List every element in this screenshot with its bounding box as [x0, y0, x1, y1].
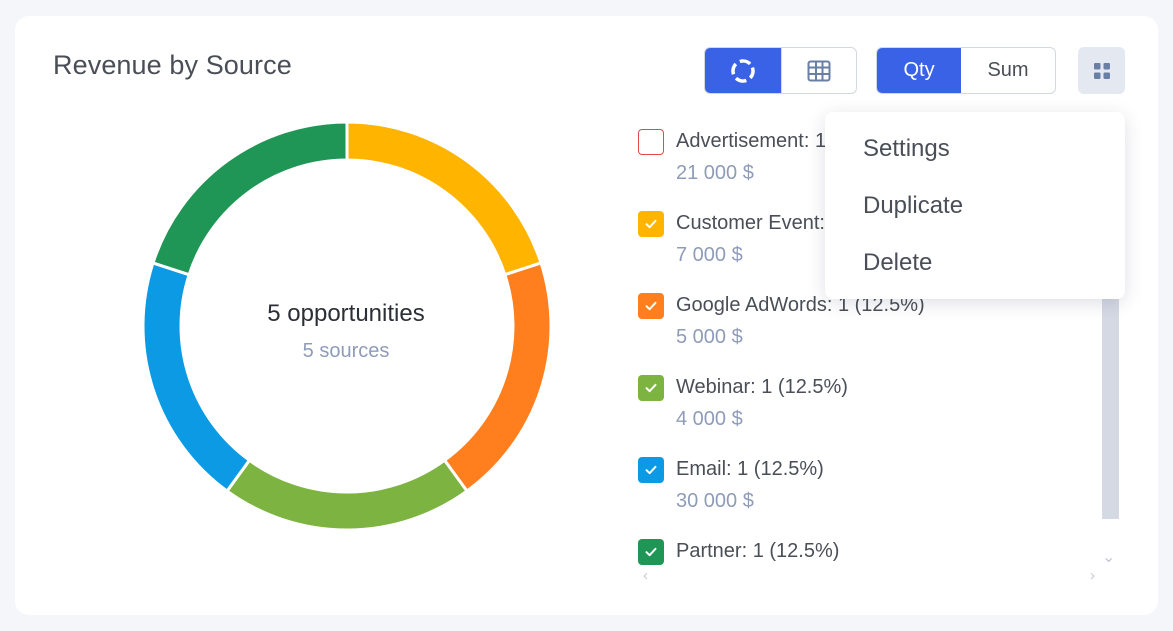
qty-button[interactable]: Qty [877, 48, 962, 93]
legend-item-value: 4 000 $ [676, 408, 743, 430]
widget-menu-button[interactable] [1078, 47, 1125, 94]
widget-title: Revenue by Source [53, 50, 292, 80]
donut-segment[interactable] [224, 458, 470, 532]
donut-chart [141, 120, 553, 532]
legend-scrollbar[interactable] [1102, 290, 1119, 519]
legend-item: Email: 1 (12.5%) 30 000 $ [638, 452, 1098, 524]
legend-item: Google AdWords: 1 (12.5%) 5 000 $ [638, 288, 1098, 360]
chart-view-button[interactable] [705, 48, 781, 93]
mode-toggle: Qty Sum [876, 47, 1056, 94]
legend-item: Webinar: 1 (12.5%) 4 000 $ [638, 370, 1098, 442]
table-view-button[interactable] [780, 48, 857, 93]
checkmark-icon [645, 301, 657, 311]
legend-item-label: Email: 1 (12.5%) [676, 458, 824, 480]
legend-checkbox[interactable] [638, 457, 664, 483]
legend-item-label: Webinar: 1 (12.5%) [676, 376, 848, 398]
chevron-right-icon[interactable]: › [1090, 567, 1095, 584]
donut-segment[interactable] [151, 120, 349, 277]
legend-item-value: 7 000 $ [676, 244, 743, 266]
donut-segment[interactable] [345, 120, 543, 277]
legend-item: Partner: 1 (12.5%) [638, 534, 1098, 568]
menu-item-delete[interactable]: Delete [863, 248, 933, 276]
grid-dots-icon [1093, 62, 1110, 79]
legend-item-value: 21 000 $ [676, 162, 754, 184]
chevron-left-icon[interactable]: ‹ [643, 567, 648, 584]
chevron-down-icon[interactable]: ⌄ [1102, 549, 1116, 566]
table-icon [807, 60, 831, 81]
legend-checkbox[interactable] [638, 129, 664, 155]
checkmark-icon [645, 383, 657, 393]
legend-checkbox[interactable] [638, 539, 664, 565]
legend-item-value: 30 000 $ [676, 490, 754, 512]
menu-item-settings[interactable]: Settings [863, 134, 950, 162]
donut-chart-icon [731, 58, 755, 83]
checkmark-icon [645, 219, 657, 229]
legend-item-value: 5 000 $ [676, 326, 743, 348]
donut-segment[interactable] [442, 261, 553, 494]
menu-item-duplicate[interactable]: Duplicate [863, 191, 964, 219]
donut-segment[interactable] [141, 261, 252, 494]
widget-dropdown-menu: Settings Duplicate Delete [825, 112, 1125, 299]
donut-center-total: 5 opportunities [267, 300, 425, 327]
legend-checkbox[interactable] [638, 293, 664, 319]
checkmark-icon [645, 465, 657, 475]
sum-button[interactable]: Sum [987, 59, 1029, 81]
legend-checkbox[interactable] [638, 375, 664, 401]
checkmark-icon [645, 547, 657, 557]
view-toggle [704, 47, 857, 94]
legend-item-label: Google AdWords: 1 (12.5%) [676, 294, 925, 316]
legend-item-label: Partner: 1 (12.5%) [676, 540, 840, 562]
legend-checkbox[interactable] [638, 211, 664, 237]
donut-center-subtitle: 5 sources [302, 340, 390, 362]
